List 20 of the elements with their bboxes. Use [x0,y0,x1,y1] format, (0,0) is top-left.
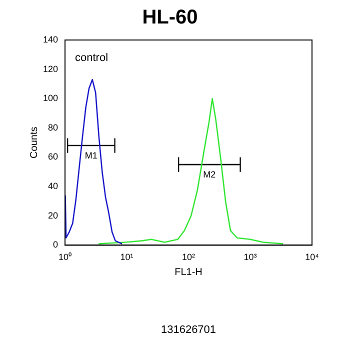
x-tick-label: 10³ [244,252,257,262]
annotation: control [75,52,108,64]
y-tick-label: 120 [42,64,58,74]
x-tick-label: 10⁴ [305,252,320,262]
annotation: M2 [203,170,216,180]
x-tick-label: 10¹ [120,252,134,262]
y-axis-title: Counts [28,126,40,158]
x-tick-label: 10² [182,252,196,262]
y-tick-label: 140 [42,34,58,44]
y-tick-label: 20 [48,210,58,220]
annotation: M1 [84,150,98,161]
y-tick-label: 80 [48,122,58,132]
y-tick-label: 0 [53,240,58,250]
chart-title: HL-60 [142,6,198,29]
text: 131626701 [160,324,216,336]
x-tick-label: 10⁰ [58,252,72,262]
y-tick-label: 100 [42,93,58,104]
x-axis-title: FL1-H [174,266,202,278]
y-tick-label: 40 [48,181,58,192]
y-tick-label: 60 [48,152,58,162]
